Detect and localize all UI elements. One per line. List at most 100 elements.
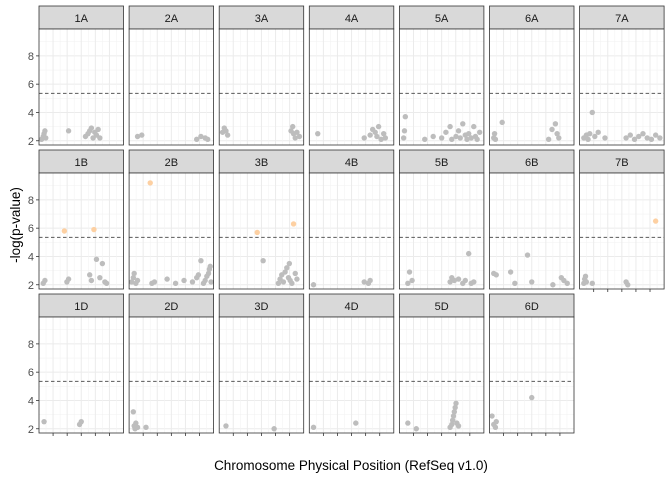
data-point [292,135,298,141]
data-point [164,276,170,282]
data-point [464,136,470,143]
data-point [449,421,455,428]
data-point [457,135,463,141]
panel-border [128,172,215,290]
data-point [134,424,141,431]
data-point [131,270,137,277]
facet-panel-4b: 4B [308,149,395,290]
data-point [493,272,499,278]
data-point [589,280,595,287]
data-point [42,128,48,134]
panel-border [308,172,395,290]
data-point [402,114,409,120]
data-point [99,260,106,267]
data-point [564,280,570,287]
data-point [455,276,462,282]
data-point [224,132,231,138]
y-tick-label: 2 [28,136,34,148]
data-point [507,269,514,275]
data-point [405,420,411,426]
data-point [471,123,477,130]
y-tick-label: 2 [28,280,34,292]
data-point [465,250,472,257]
data-point [292,270,298,277]
data-point [42,277,48,284]
data-point [468,135,474,141]
facet-strip-label: 5D [435,301,449,313]
panel-border [38,172,124,290]
significant-point [61,228,68,234]
data-point [589,109,595,116]
facet-panel-1d: 1D 2 4 6 8 [28,293,124,436]
facet-panel-3d: 3D [218,293,305,436]
data-point [208,279,214,285]
data-point [529,394,535,401]
data-point [223,423,229,429]
data-point [143,424,149,431]
data-point [550,282,556,288]
data-point [375,123,382,130]
data-point [524,252,531,258]
y-tick-label: 4 [28,107,34,119]
data-point [103,280,110,287]
data-point [43,135,49,141]
data-point [512,280,518,287]
data-point [290,123,296,130]
facet-panel-6d: 6D [489,293,575,436]
facet-panel-5b: 5B [398,149,485,290]
data-point [492,424,499,431]
facet-strip-label: 3A [255,13,269,25]
data-point [65,276,72,282]
data-point [552,121,559,127]
x-axis-title: Chromosome Physical Position (RefSeq v1.… [214,458,488,473]
data-point [361,279,367,285]
data-point [280,279,287,285]
data-point [489,413,495,419]
data-point [133,420,139,426]
data-point [189,279,196,285]
data-point [413,426,419,432]
data-point [585,136,591,143]
facet-strip-label: 1A [75,13,89,25]
facet-panel-2a: 2A [128,5,215,146]
data-point [296,133,303,140]
data-point [657,135,663,141]
data-point [88,125,95,131]
panel-border [218,28,305,146]
data-point [627,132,633,138]
data-point [582,273,589,279]
data-point [181,277,187,284]
facet-strip-label: 2A [165,13,179,25]
facet-panel-5a: 5A [398,5,485,146]
data-point [438,135,445,141]
panel-border [38,28,124,146]
data-point [374,133,380,140]
data-point [275,280,282,287]
data-point [310,282,317,288]
data-point [430,133,436,140]
data-point [139,132,145,138]
data-point [271,426,277,432]
y-axis-title: -log(p-value) [8,187,23,263]
y-tick-label: 8 [28,51,34,63]
data-point [453,400,459,406]
data-point [449,417,456,423]
facet-strip-label: 6B [525,157,538,169]
data-point [97,274,103,281]
data-point [493,418,499,425]
y-tick-label: 4 [28,251,34,263]
data-point [451,409,458,415]
data-point [294,129,300,135]
y-tick-label: 8 [28,195,34,207]
data-point [194,136,200,143]
facet-strip-label: 6D [525,301,539,313]
data-point [372,129,378,135]
data-point [380,130,387,137]
panel-border [128,28,215,146]
data-point [443,129,449,135]
data-point [460,121,466,127]
data-point [554,130,560,137]
data-point [453,133,459,140]
data-point [202,277,208,284]
data-point [556,135,562,141]
